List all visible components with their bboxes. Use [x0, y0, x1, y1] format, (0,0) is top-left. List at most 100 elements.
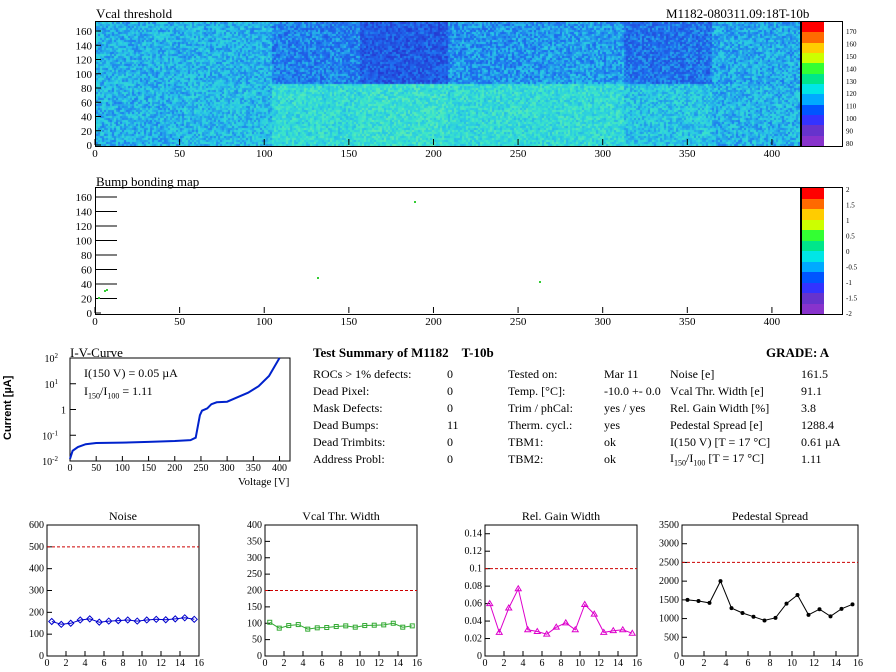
summary-row: Dead Bumps: 11 [313, 417, 459, 434]
trend-y-tick-label: 0 [477, 651, 482, 662]
summary-value: 3.8 [801, 401, 816, 415]
trend-point [162, 616, 170, 624]
summary-row: TBM2: ok [508, 451, 661, 468]
trend-x-tick-label: 0 [263, 658, 268, 669]
bump-palette-label: 0.5 [846, 233, 855, 241]
trend-x-tick-label: 16 [194, 658, 204, 669]
map-x-tick-label: 300 [594, 316, 611, 328]
summary-row: I(150 V) [T = 17 °C] 0.61 µA [670, 434, 841, 451]
iv-y-tick-label: 10-2 [42, 455, 58, 468]
iv-x-tick-label: 0 [68, 463, 73, 474]
trend-point [618, 625, 627, 633]
map-x-tick-label: 200 [425, 148, 442, 160]
summary-label: Tested on: [508, 367, 558, 381]
trend-point [628, 629, 637, 636]
trend-point [580, 600, 589, 607]
summary-label: Pedestal Spread [e] [670, 418, 763, 432]
trend-x-tick-label: 2 [282, 658, 287, 669]
bump-palette-label: -1.5 [846, 295, 858, 303]
iv-x-tick-label: 300 [220, 463, 235, 474]
trend-y-tick-label: 0.04 [465, 616, 483, 627]
trend-x-tick-label: 12 [374, 658, 384, 669]
bump-title: Bump bonding map [96, 174, 200, 189]
trend-point [48, 617, 56, 626]
trend-point [57, 620, 65, 629]
trend-x-tick-label: 12 [594, 658, 604, 669]
vcal-title: Vcal threshold [96, 6, 173, 21]
map-y-tick-label: 0 [87, 140, 93, 152]
trend-point [740, 610, 745, 615]
trend-x-tick-label: 6 [540, 658, 545, 669]
trend-point [333, 624, 339, 630]
summary-label: TBM1: [508, 435, 544, 449]
vcal-palette-label: 160 [846, 40, 857, 48]
trend-x-tick-label: 12 [156, 658, 166, 669]
dead-bump-marker [98, 297, 100, 299]
trend-title: Rel. Gain Width [522, 509, 600, 523]
trend-y-tick-label: 0 [39, 651, 44, 662]
trend-x-tick-label: 10 [575, 658, 585, 669]
trend-point [371, 622, 377, 628]
trend-x-tick-label: 0 [680, 658, 685, 669]
trend-point [504, 603, 513, 611]
map-x-tick-label: 400 [764, 316, 781, 328]
summary-row: Pedestal Spread [e] 1288.4 [670, 417, 841, 434]
summary-row: Rel. Gain Width [%] 3.8 [670, 400, 841, 417]
summary-value: yes / yes [604, 401, 646, 415]
summary-label: Dead Bumps: [313, 418, 379, 432]
iv-x-tick-label: 100 [115, 463, 130, 474]
iv-line2: I150/I100 = 1.11 [84, 384, 153, 401]
trend-x-tick-label: 4 [724, 658, 729, 669]
trend-y-tick-label: 0 [257, 651, 262, 662]
map-x-tick-label: 200 [425, 316, 442, 328]
map-y-tick-label: 160 [76, 192, 93, 204]
trend-x-tick-label: 16 [632, 658, 642, 669]
trend-point [696, 598, 701, 603]
summary-row: TBM1: ok [508, 434, 661, 451]
map-y-tick-label: 60 [81, 97, 93, 109]
map-y-tick-label: 20 [81, 126, 93, 138]
map-x-tick-label: 250 [510, 316, 527, 328]
trend-point [485, 599, 494, 607]
trend-y-tick-label: 2000 [659, 576, 679, 587]
trend-point [718, 579, 723, 584]
trend-y-tick-label: 300 [247, 553, 262, 564]
trend-point [839, 606, 844, 611]
summary-value: 0 [447, 367, 453, 381]
trend-point [707, 600, 712, 605]
trend-frame [46, 524, 200, 657]
summary-label: I(150 V) [T = 17 °C] [670, 435, 771, 449]
map-x-tick-label: 400 [764, 148, 781, 160]
trend-y-tick-label: 200 [29, 607, 44, 618]
summary-row: Address Probl: 0 [313, 451, 459, 468]
trend-point [552, 623, 561, 630]
trend-point [381, 622, 387, 628]
vcal-palette-label: 100 [846, 115, 857, 123]
trend-point [729, 606, 734, 611]
trend-point [267, 619, 273, 625]
bump-palette-label: -0.5 [846, 264, 858, 272]
trend-point [67, 619, 75, 627]
map-x-tick-label: 250 [510, 148, 527, 160]
summary-mid-table: Tested on: Mar 11 Temp. [°C]: -10.0 +- 0.0 T… [508, 366, 661, 468]
trend-point [773, 615, 778, 620]
trend-point [514, 584, 523, 592]
summary-label: Dead Pixel: [313, 384, 370, 398]
trend-line [51, 617, 195, 625]
grade-label: GRADE: A [766, 345, 830, 360]
trend-y-tick-label: 0.14 [465, 529, 483, 540]
iv-y-tick-label: 1 [61, 406, 66, 417]
trend-point [276, 625, 282, 631]
map-y-tick-label: 160 [76, 26, 93, 38]
iv-x-tick-label: 200 [167, 463, 182, 474]
trend-point [590, 610, 599, 617]
map-y-tick-label: 20 [81, 294, 93, 306]
trend-x-tick-label: 2 [702, 658, 707, 669]
bump-palette-label: 1 [846, 217, 850, 225]
summary-value: 161.5 [801, 367, 828, 381]
bump-bonding-map [95, 187, 801, 315]
summary-value: -10.0 +- 0.0 [604, 384, 661, 398]
trend-y-tick-label: 0 [674, 651, 679, 662]
map-x-tick-label: 50 [174, 316, 186, 328]
